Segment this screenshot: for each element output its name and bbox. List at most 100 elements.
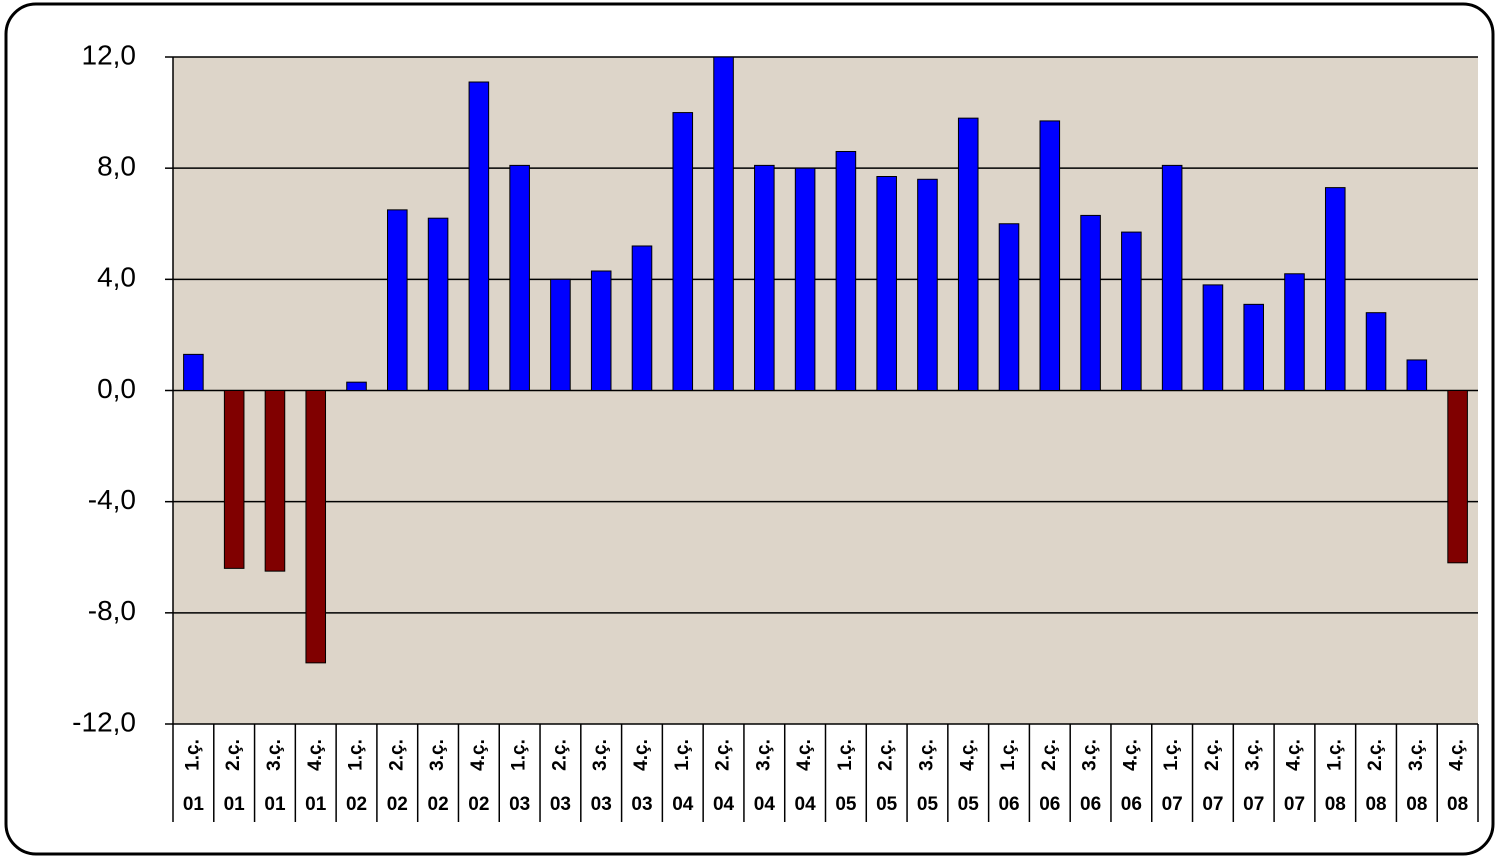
x-tick-label: 2.ç. <box>549 739 570 771</box>
bar <box>427 217 449 391</box>
bar <box>1284 273 1305 391</box>
x-tick-label: 3.ç. <box>753 739 774 771</box>
x-tick-label: 2.ç. <box>223 739 244 771</box>
x-tick-label: 2.ç. <box>713 739 734 771</box>
x-tick-label: 2.ç. <box>1202 739 1223 771</box>
y-tick-label: 4,0 <box>97 262 136 293</box>
bar <box>1080 214 1101 391</box>
x-tick-label: 01 <box>264 794 286 815</box>
y-tick-label: 8,0 <box>97 151 136 182</box>
x-tick-label: 1.ç. <box>835 739 856 771</box>
x-tick-label: 3.ç. <box>1080 739 1101 771</box>
x-tick-label: 07 <box>1284 794 1305 815</box>
bar <box>957 117 979 392</box>
x-tick-label: 2.ç. <box>876 739 897 771</box>
bar <box>305 390 327 664</box>
bar <box>998 223 1020 391</box>
x-tick-label: 03 <box>550 794 571 815</box>
x-tick-label: 01 <box>183 794 205 815</box>
bar <box>1324 187 1346 391</box>
y-tick-label: 0,0 <box>97 373 136 404</box>
x-tick-label: 07 <box>1162 794 1183 815</box>
x-tick-label: 01 <box>305 794 327 815</box>
x-tick-label: 3.ç. <box>264 739 285 771</box>
x-tick-label: 08 <box>1406 794 1427 815</box>
x-tick-label: 04 <box>795 794 817 815</box>
x-tick-label: 2.ç. <box>1365 739 1386 771</box>
x-tick-label: 05 <box>917 794 939 815</box>
x-tick-label: 4.ç. <box>1120 739 1141 771</box>
x-tick-label: 4.ç. <box>1284 739 1305 771</box>
y-tick-label: -8,0 <box>88 595 136 626</box>
x-tick-label: 06 <box>1039 794 1060 815</box>
bar <box>1039 120 1061 391</box>
x-tick-label: 04 <box>754 794 776 815</box>
x-tick-label: 3.ç. <box>916 739 937 771</box>
x-tick-label: 05 <box>835 794 857 815</box>
x-tick-label: 06 <box>1080 794 1101 815</box>
y-tick-label: -12,0 <box>72 706 136 737</box>
x-tick-label: 3.ç. <box>427 739 448 771</box>
x-tick-label: 1.ç. <box>1161 739 1182 771</box>
x-tick-label: 01 <box>224 794 246 815</box>
x-tick-label: 02 <box>346 794 367 815</box>
bar <box>917 178 938 391</box>
x-tick-label: 05 <box>876 794 898 815</box>
x-tick-label: 03 <box>631 794 652 815</box>
x-tick-label: 2.ç. <box>1039 739 1060 771</box>
x-tick-label: 3.ç. <box>1406 739 1427 771</box>
x-tick-label: 1.ç. <box>672 739 693 771</box>
x-tick-label: 3.ç. <box>590 739 611 771</box>
x-tick-label: 1.ç. <box>1324 739 1345 771</box>
x-tick-label: 1.ç. <box>998 739 1019 771</box>
bar <box>1365 312 1387 391</box>
x-tick-label: 04 <box>672 794 694 815</box>
x-tick-label: 04 <box>713 794 735 815</box>
bar <box>1202 284 1224 391</box>
bar <box>346 381 367 392</box>
bar <box>223 390 245 569</box>
x-tick-label: 2.ç. <box>386 739 407 771</box>
bar <box>672 112 694 391</box>
y-tick-label: 12,0 <box>82 39 137 70</box>
x-tick-label: 4.ç. <box>468 739 489 771</box>
bar <box>550 278 571 392</box>
x-tick-label: 08 <box>1365 794 1386 815</box>
x-tick-label: 07 <box>1243 794 1264 815</box>
x-tick-label: 06 <box>1121 794 1142 815</box>
bar <box>183 353 204 391</box>
x-tick-label: 4.ç. <box>794 739 815 771</box>
y-tick-label: -4,0 <box>88 484 136 515</box>
x-tick-label: 08 <box>1447 794 1468 815</box>
x-tick-label: 1.ç. <box>182 739 203 771</box>
x-tick-label: 4.ç. <box>1447 739 1468 771</box>
x-tick-label: 4.ç. <box>957 739 978 771</box>
x-tick-label: 07 <box>1202 794 1223 815</box>
bar <box>754 164 775 391</box>
x-tick-label: 02 <box>387 794 408 815</box>
bar <box>1447 390 1468 564</box>
bar <box>835 150 857 391</box>
x-tick-label: 05 <box>958 794 980 815</box>
bar <box>590 270 612 391</box>
x-tick-label: 03 <box>591 794 612 815</box>
x-tick-label: 1.ç. <box>346 739 367 771</box>
bar <box>509 164 530 391</box>
x-tick-label: 4.ç. <box>305 739 326 771</box>
x-tick-label: 02 <box>428 794 449 815</box>
bar <box>631 245 653 391</box>
x-tick-label: 06 <box>998 794 1019 815</box>
bar <box>1406 359 1428 392</box>
x-tick-label: 3.ç. <box>1243 739 1264 771</box>
bar <box>713 56 734 391</box>
x-tick-label: 03 <box>509 794 530 815</box>
bar <box>468 81 490 391</box>
bar <box>876 176 897 391</box>
x-tick-label: 4.ç. <box>631 739 652 771</box>
bar <box>1121 231 1142 391</box>
bar <box>1243 303 1264 391</box>
x-tick-label: 1.ç. <box>509 739 530 771</box>
bar <box>794 167 816 391</box>
x-tick-label: 02 <box>468 794 489 815</box>
